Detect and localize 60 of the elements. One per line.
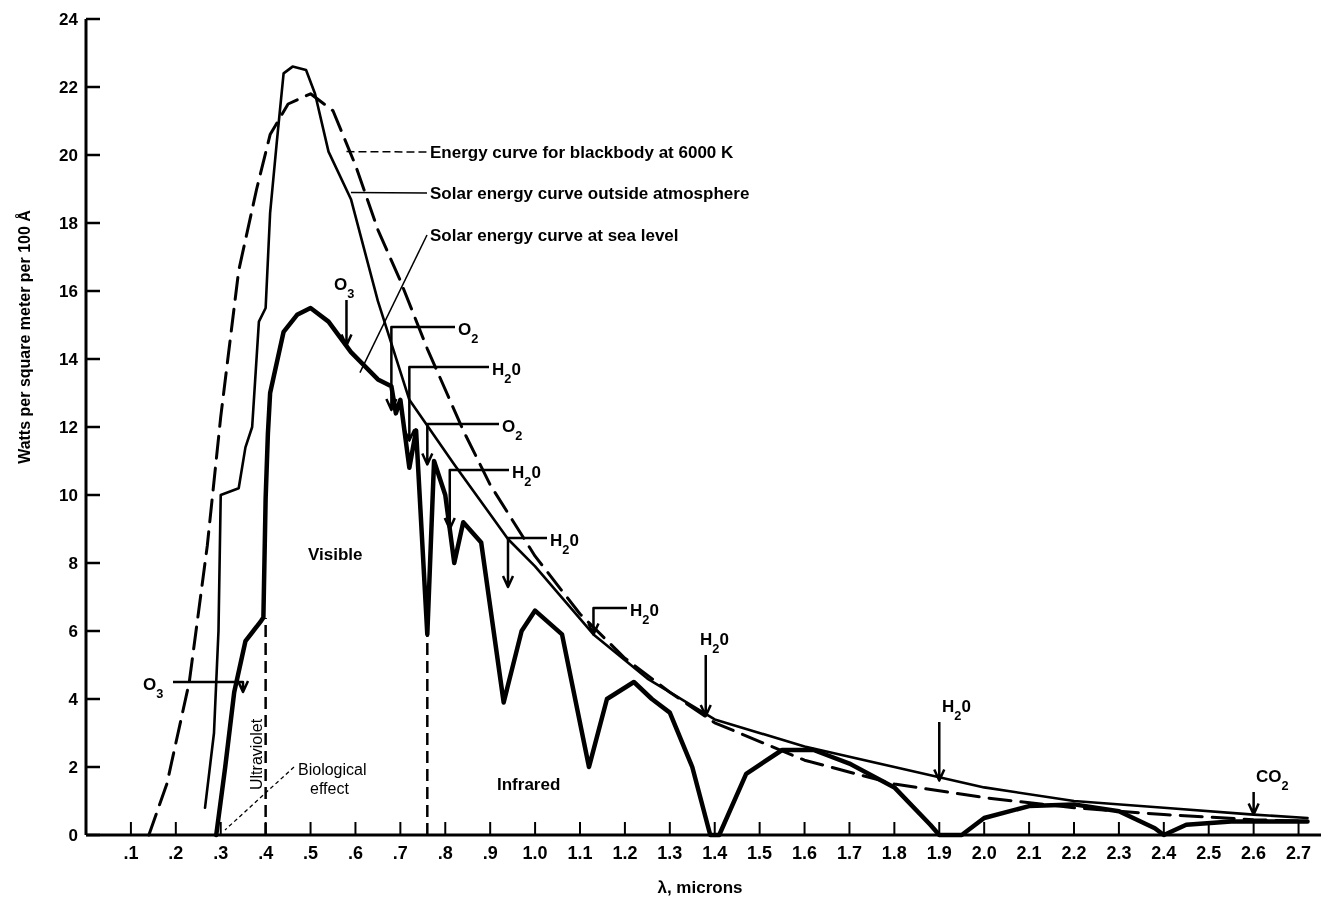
- x-tick-label: 2.1: [1016, 843, 1042, 863]
- x-tick-label: .2: [168, 843, 184, 863]
- y-tick-label: 2: [68, 757, 78, 777]
- annotation: H$_{2}$0: [550, 531, 579, 557]
- x-tick-label: 2.6: [1241, 843, 1267, 863]
- x-tick-label: 1.6: [792, 843, 818, 863]
- x-tick-label: .4: [258, 843, 274, 863]
- annotation: O$_{3}$: [334, 275, 355, 301]
- x-tick-label: .1: [123, 843, 139, 863]
- y-tick-label: 22: [59, 77, 78, 97]
- annotation: O$_{3}$: [143, 675, 164, 701]
- y-axis-title: Watts per square meter per 100 Å: [15, 209, 33, 464]
- annotation: O$_{2}$: [458, 320, 479, 346]
- annotation: Ultraviolet: [248, 718, 265, 790]
- annotation: O$_{2}$: [502, 417, 523, 443]
- text: Solar energy curve at sea level: [430, 226, 679, 245]
- annotation: H$_{2}$0: [512, 463, 541, 489]
- annotation: Biological effect: [298, 761, 367, 798]
- x-tick-label: 2.2: [1061, 843, 1087, 863]
- annotation: CO$_{2}$: [1256, 767, 1289, 793]
- x-tick-label: .6: [347, 843, 363, 863]
- y-tick-label: 24: [59, 9, 79, 29]
- y-tick-label: 14: [59, 349, 79, 369]
- x-tick-label: 1.0: [522, 843, 548, 863]
- y-tick-label: 4: [68, 689, 79, 709]
- y-tick-label: 0: [68, 825, 78, 845]
- y-tick-label: 6: [68, 621, 78, 641]
- x-tick-label: 1.4: [702, 843, 728, 863]
- x-tick-label: 2.4: [1151, 843, 1177, 863]
- x-tick-label: 1.5: [747, 843, 773, 863]
- x-tick-label: 1.1: [567, 843, 593, 863]
- annotation: H$_{2}$0: [630, 601, 659, 627]
- annotation: Infrared: [497, 775, 561, 794]
- x-tick-label: 1.8: [881, 843, 907, 863]
- annotation: H$_{2}$0: [942, 697, 971, 723]
- y-tick-label: 10: [59, 485, 78, 505]
- x-tick-label: 2.0: [971, 843, 997, 863]
- legend-label: Energy curve for blackbody at 6000 K: [430, 143, 735, 162]
- x-tick-label: 2.7: [1286, 843, 1312, 863]
- annotation: Visible: [308, 545, 363, 564]
- x-tick-label: .9: [482, 843, 498, 863]
- x-axis-title: λ, microns: [657, 878, 743, 897]
- y-tick-label: 18: [59, 213, 78, 233]
- legend-label: Solar energy curve outside atmosphere: [430, 184, 750, 203]
- x-tick-label: .3: [213, 843, 229, 863]
- y-tick-label: 8: [68, 553, 78, 573]
- x-tick-label: 1.2: [612, 843, 638, 863]
- y-tick-label: 20: [59, 145, 78, 165]
- x-tick-label: 1.7: [836, 843, 862, 863]
- y-tick-label: 16: [59, 281, 78, 301]
- x-tick-label: 1.9: [926, 843, 952, 863]
- x-tick-label: 1.3: [657, 843, 683, 863]
- y-tick-label: 12: [59, 417, 78, 437]
- annotation: H$_{2}$0: [492, 360, 521, 386]
- x-tick-label: .5: [303, 843, 319, 863]
- x-tick-label: .7: [392, 843, 408, 863]
- x-tick-label: 2.5: [1196, 843, 1222, 863]
- annotation: H$_{2}$0: [700, 630, 729, 656]
- x-tick-label: .8: [437, 843, 453, 863]
- x-tick-label: 2.3: [1106, 843, 1132, 863]
